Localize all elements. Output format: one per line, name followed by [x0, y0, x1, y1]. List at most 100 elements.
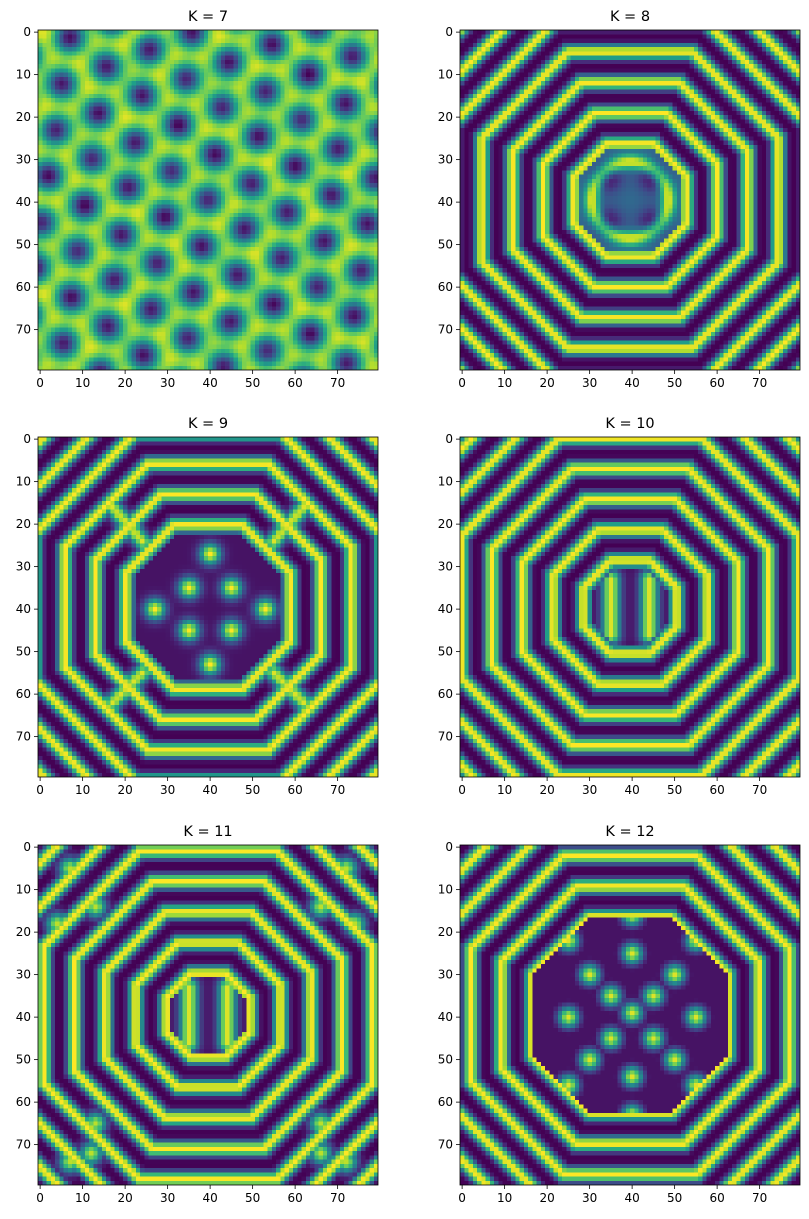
- y-tick-label: 60: [16, 687, 31, 701]
- y-tick-label: 10: [438, 68, 453, 82]
- y-tick-label: 60: [16, 1095, 31, 1109]
- y-tick-label: 0: [23, 840, 31, 854]
- x-tick-label: 60: [287, 1191, 302, 1205]
- y-tick-label: 10: [16, 883, 31, 897]
- y-tick-label: 10: [16, 68, 31, 82]
- x-tick-label: 30: [582, 1191, 597, 1205]
- plot-frame: [459, 436, 801, 778]
- x-tick-label: 60: [287, 783, 302, 797]
- y-axis: 0 10 20 30 40 50 60 70: [16, 840, 38, 1152]
- y-tick-label: 30: [16, 968, 31, 982]
- x-tick-label: 20: [539, 1191, 554, 1205]
- y-tick-label: 0: [445, 840, 453, 854]
- panel-title: K = 7: [188, 9, 228, 25]
- x-tick-label: 20: [117, 1191, 132, 1205]
- y-axis: 0 10 20 30 40 50 60 70: [438, 25, 460, 337]
- y-tick-label: 50: [438, 645, 453, 659]
- x-tick-label: 40: [624, 783, 639, 797]
- y-tick-label: 20: [438, 517, 453, 531]
- x-axis: 0 10 20 30 40 50 60 70: [458, 777, 767, 797]
- y-tick-label: 40: [438, 1010, 453, 1024]
- y-tick-label: 30: [438, 153, 453, 167]
- x-tick-label: 30: [160, 376, 175, 390]
- plot-frame: [37, 29, 379, 371]
- y-tick-label: 70: [438, 1138, 453, 1152]
- y-tick-label: 30: [16, 153, 31, 167]
- x-tick-label: 0: [36, 1191, 44, 1205]
- x-tick-label: 40: [202, 376, 217, 390]
- y-tick-label: 50: [16, 238, 31, 252]
- panel-title: K = 10: [605, 416, 654, 432]
- y-axis: 0 10 20 30 40 50 60 70: [438, 840, 460, 1152]
- y-tick-label: 50: [438, 1053, 453, 1067]
- y-tick-label: 50: [16, 645, 31, 659]
- heatmap-panel-2: K = 8 0 10 20 30 40 50 60 70 0 10 20 30 40 50 60 70: [438, 9, 801, 390]
- heatmap-image: [38, 30, 378, 370]
- y-tick-label: 20: [16, 517, 31, 531]
- heatmap-image: [38, 437, 378, 777]
- heatmap-image: [38, 845, 378, 1185]
- heatmap-panel-4: K = 10 0 10 20 30 40 50 60 70 0 10 20 30 40 50 60 70: [438, 416, 801, 797]
- heatmap-panel-3: K = 9 0 10 20 30 40 50 60 70 0 10 20 30 40 50 60 70: [16, 416, 379, 797]
- x-axis: 0 10 20 30 40 50 60 70: [36, 370, 345, 390]
- x-tick-label: 10: [497, 1191, 512, 1205]
- heatmap-image: [460, 845, 800, 1185]
- x-tick-label: 60: [287, 376, 302, 390]
- y-tick-label: 40: [16, 195, 31, 209]
- y-tick-label: 20: [438, 925, 453, 939]
- panel-title: K = 12: [605, 824, 654, 840]
- x-tick-label: 20: [539, 376, 554, 390]
- x-tick-label: 10: [75, 1191, 90, 1205]
- y-tick-label: 10: [438, 475, 453, 489]
- plot-frame: [37, 844, 379, 1186]
- x-tick-label: 50: [245, 1191, 260, 1205]
- x-tick-label: 0: [458, 783, 466, 797]
- x-tick-label: 40: [202, 783, 217, 797]
- panel-title: K = 11: [183, 824, 232, 840]
- x-tick-label: 70: [752, 783, 767, 797]
- x-tick-label: 50: [667, 376, 682, 390]
- plot-frame: [459, 844, 801, 1186]
- x-tick-label: 20: [117, 376, 132, 390]
- heatmap-panel-6: K = 12 0 10 20 30 40 50 60 70 0 10 20 30 40 50 60 70: [438, 824, 801, 1205]
- x-tick-label: 70: [330, 1191, 345, 1205]
- x-tick-label: 50: [245, 376, 260, 390]
- x-axis: 0 10 20 30 40 50 60 70: [458, 370, 767, 390]
- x-tick-label: 0: [36, 376, 44, 390]
- x-tick-label: 20: [539, 783, 554, 797]
- panel-title: K = 9: [188, 416, 228, 432]
- y-tick-label: 70: [438, 730, 453, 744]
- y-tick-label: 0: [23, 432, 31, 446]
- y-tick-label: 0: [23, 25, 31, 39]
- y-tick-label: 50: [16, 1053, 31, 1067]
- x-tick-label: 10: [75, 783, 90, 797]
- y-tick-label: 30: [16, 560, 31, 574]
- y-tick-label: 0: [445, 25, 453, 39]
- heatmap-panel-1: K = 7 0 10 20 30 40 50 60 70 0 10 20 30 40 50 60 70: [16, 9, 379, 390]
- y-tick-label: 60: [438, 280, 453, 294]
- y-axis: 0 10 20 30 40 50 60 70: [16, 25, 38, 337]
- y-tick-label: 70: [16, 323, 31, 337]
- x-tick-label: 50: [667, 783, 682, 797]
- y-tick-label: 40: [438, 195, 453, 209]
- y-tick-label: 40: [16, 602, 31, 616]
- y-tick-label: 60: [438, 687, 453, 701]
- y-tick-label: 60: [438, 1095, 453, 1109]
- y-axis: 0 10 20 30 40 50 60 70: [438, 432, 460, 744]
- x-axis: 0 10 20 30 40 50 60 70: [36, 1185, 345, 1205]
- y-tick-label: 30: [438, 560, 453, 574]
- x-tick-label: 40: [202, 1191, 217, 1205]
- y-tick-label: 40: [16, 1010, 31, 1024]
- x-tick-label: 60: [709, 376, 724, 390]
- x-tick-label: 60: [709, 783, 724, 797]
- x-tick-label: 40: [624, 376, 639, 390]
- y-tick-label: 20: [16, 925, 31, 939]
- y-tick-label: 60: [16, 280, 31, 294]
- x-tick-label: 0: [36, 783, 44, 797]
- x-tick-label: 30: [582, 376, 597, 390]
- plot-frame: [37, 436, 379, 778]
- heatmap-panel-5: K = 11 0 10 20 30 40 50 60 70 0 10 20 30 40 50 60 70: [16, 824, 379, 1205]
- y-tick-label: 30: [438, 968, 453, 982]
- x-axis: 0 10 20 30 40 50 60 70: [36, 777, 345, 797]
